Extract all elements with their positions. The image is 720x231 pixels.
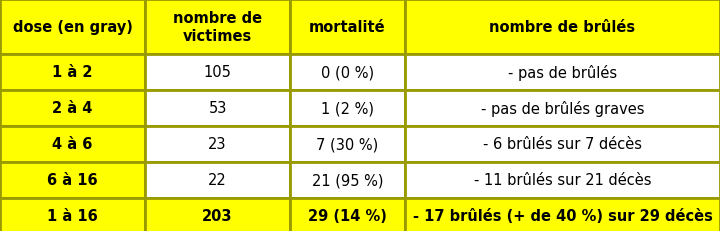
Text: - 11 brûlés sur 21 décès: - 11 brûlés sur 21 décès <box>474 173 652 188</box>
Bar <box>405 162 720 198</box>
Text: 4 à 6: 4 à 6 <box>53 137 93 152</box>
Bar <box>145 198 290 231</box>
Bar <box>290 55 405 91</box>
Text: 105: 105 <box>204 65 231 80</box>
Bar <box>145 55 290 91</box>
Bar <box>290 126 405 162</box>
Bar <box>145 91 290 126</box>
Bar <box>0 55 145 91</box>
Text: 53: 53 <box>208 101 227 116</box>
Bar <box>290 91 405 126</box>
Text: mortalité: mortalité <box>309 20 386 35</box>
Text: 2 à 4: 2 à 4 <box>53 101 93 116</box>
Text: 22: 22 <box>208 173 227 188</box>
Bar <box>290 162 405 198</box>
Text: 203: 203 <box>202 209 233 224</box>
Text: dose (en gray): dose (en gray) <box>12 20 132 35</box>
Text: 1 (2 %): 1 (2 %) <box>321 101 374 116</box>
Bar <box>0 162 145 198</box>
Bar <box>290 0 405 55</box>
Bar <box>0 0 145 55</box>
Text: 21 (95 %): 21 (95 %) <box>312 173 383 188</box>
Bar <box>290 198 405 231</box>
Bar <box>405 91 720 126</box>
Bar <box>0 198 145 231</box>
Bar <box>405 0 720 55</box>
Bar <box>0 126 145 162</box>
Text: nombre de
victimes: nombre de victimes <box>173 11 262 43</box>
Bar <box>405 126 720 162</box>
Text: 29 (14 %): 29 (14 %) <box>308 209 387 224</box>
Bar <box>0 91 145 126</box>
Text: - pas de brûlés: - pas de brûlés <box>508 65 617 81</box>
Text: 6 à 16: 6 à 16 <box>48 173 98 188</box>
Text: 0 (0 %): 0 (0 %) <box>321 65 374 80</box>
Text: nombre de brûlés: nombre de brûlés <box>490 20 636 35</box>
Text: 1 à 2: 1 à 2 <box>53 65 93 80</box>
Text: 1 à 16: 1 à 16 <box>47 209 98 224</box>
Text: - 6 brûlés sur 7 décès: - 6 brûlés sur 7 décès <box>483 137 642 152</box>
Bar <box>145 0 290 55</box>
Bar <box>145 126 290 162</box>
Bar <box>405 55 720 91</box>
Text: - pas de brûlés graves: - pas de brûlés graves <box>481 100 644 116</box>
Text: 7 (30 %): 7 (30 %) <box>316 137 379 152</box>
Bar <box>145 162 290 198</box>
Text: 23: 23 <box>208 137 227 152</box>
Text: - 17 brûlés (+ de 40 %) sur 29 décès: - 17 brûlés (+ de 40 %) sur 29 décès <box>413 209 712 224</box>
Bar <box>405 198 720 231</box>
